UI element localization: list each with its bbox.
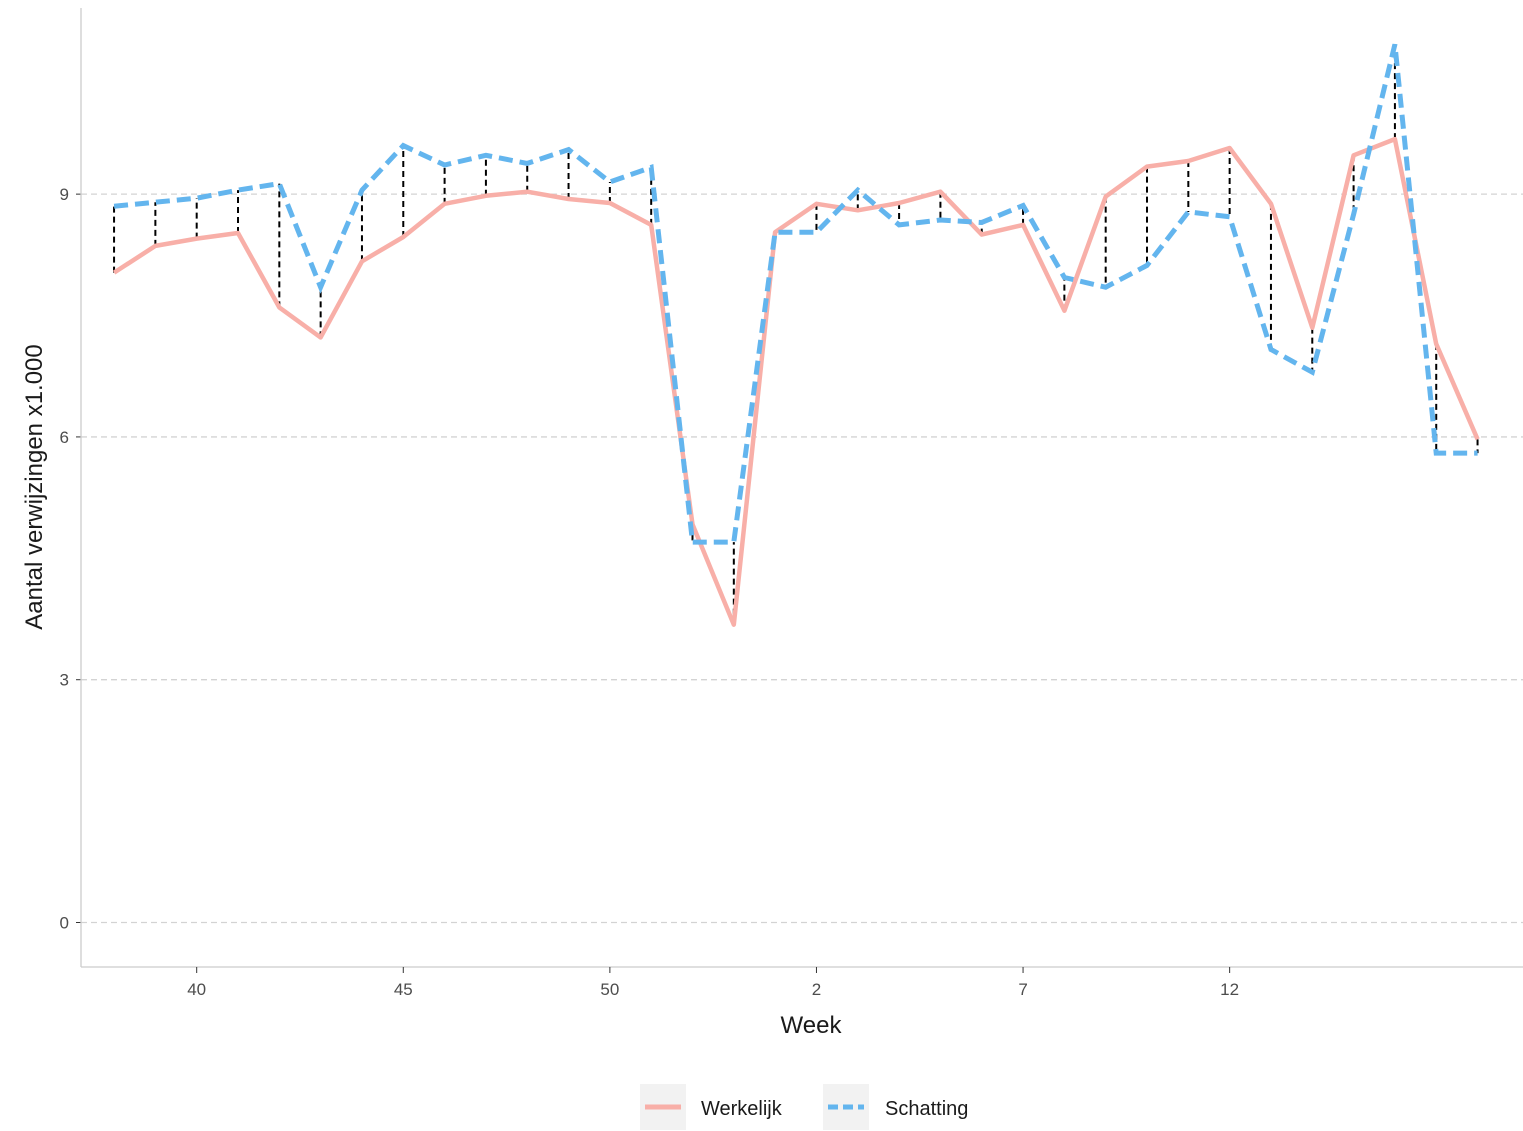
legend-label-schatting: Schatting bbox=[885, 1098, 968, 1120]
x-tick-label-50: 50 bbox=[600, 980, 619, 999]
y-tick-label-0: 0 bbox=[60, 913, 69, 932]
y-tick-label-6: 6 bbox=[60, 428, 69, 447]
tick-labels: 0 3 6 9 40 45 50 2 7 12 bbox=[60, 185, 1240, 999]
y-axis-title: Aantal verwijzingen x1.000 bbox=[21, 344, 48, 630]
series-lines bbox=[112, 43, 1480, 627]
legend-label-werkelijk: Werkelijk bbox=[701, 1098, 783, 1120]
x-tick-label-12: 12 bbox=[1220, 980, 1239, 999]
x-tick-label-45: 45 bbox=[394, 980, 413, 999]
x-tick-label-7: 7 bbox=[1018, 980, 1027, 999]
x-tick-label-2: 2 bbox=[812, 980, 821, 999]
x-axis-title: Week bbox=[781, 1012, 843, 1039]
y-tick-label-9: 9 bbox=[60, 185, 69, 204]
y-tick-label-3: 3 bbox=[60, 671, 69, 690]
legend: Werkelijk Schatting bbox=[640, 1084, 968, 1130]
gridlines bbox=[81, 193, 1523, 924]
axes bbox=[76, 8, 1523, 973]
x-tick-label-40: 40 bbox=[187, 980, 206, 999]
series-line-schatting bbox=[113, 43, 1478, 545]
series-line-werkelijk bbox=[112, 136, 1480, 627]
